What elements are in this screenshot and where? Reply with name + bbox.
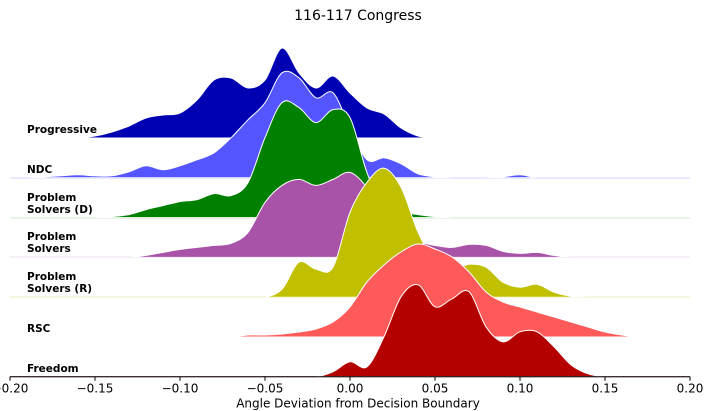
ridge-label: Progressive xyxy=(27,124,97,136)
x-tick-label: 0.00 xyxy=(337,381,364,395)
x-tick-label: 0.20 xyxy=(677,381,704,395)
ridge-area xyxy=(10,167,690,298)
chart-title: 116-117 Congress xyxy=(294,8,422,24)
ridge-label: RSC xyxy=(27,323,51,335)
ridge-label: Problem Solvers (D) xyxy=(27,191,93,216)
ridge-label: NDC xyxy=(27,163,53,176)
ridge-label: Problem Solvers (R) xyxy=(27,271,93,296)
ridge-area xyxy=(10,47,690,139)
x-axis-label: Angle Deviation from Decision Boundary xyxy=(236,397,480,411)
x-tick-label: −0.15 xyxy=(77,381,114,395)
x-tick-label: −0.10 xyxy=(162,381,199,395)
x-tick-label: −0.05 xyxy=(247,381,284,395)
ridge-area xyxy=(9,243,690,338)
ridge-label: Freedom xyxy=(27,362,79,375)
ridge-label: Problem Solvers xyxy=(27,231,77,256)
ridge-area xyxy=(9,100,690,219)
x-tick-label: 0.15 xyxy=(592,381,619,395)
x-tick-label: 0.05 xyxy=(422,381,449,395)
x-tick-label: 0.10 xyxy=(507,381,534,395)
x-tick-label: −0.20 xyxy=(0,381,28,395)
